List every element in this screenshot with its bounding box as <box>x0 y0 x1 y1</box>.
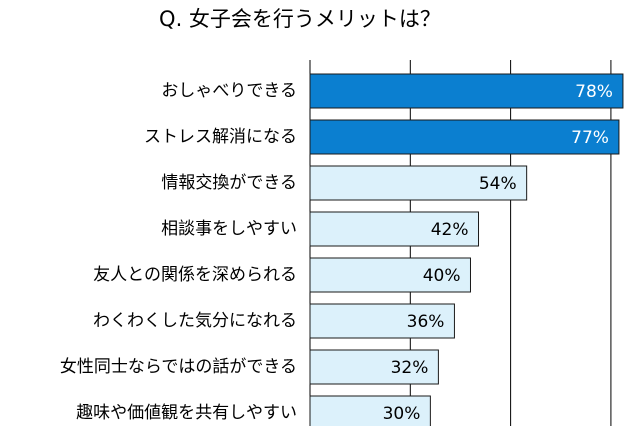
y-tick-label: ストレス解消になる <box>144 127 297 147</box>
bar <box>309 257 471 293</box>
bar <box>309 165 528 201</box>
bar <box>309 119 620 155</box>
y-tick-label: 女性同士ならではの話ができる <box>60 357 297 377</box>
bar <box>309 395 431 426</box>
value-label: 32% <box>391 358 429 378</box>
y-tick-label: 相談事をしやすい <box>161 219 297 239</box>
value-label: 54% <box>479 174 517 194</box>
y-tick-label: おしゃべりできる <box>161 81 297 101</box>
value-label: 30% <box>383 404 421 424</box>
chart-title: Q. 女子会を行うメリットは？ <box>159 7 441 31</box>
value-label: 40% <box>423 266 461 286</box>
value-label: 77% <box>571 128 609 148</box>
bar <box>309 349 439 385</box>
bar <box>309 303 455 339</box>
y-tick-label: 趣味や価値観を共有しやすい <box>76 403 297 423</box>
y-tick-label: わくわくした気分になれる <box>93 311 297 331</box>
y-tick-label: 友人との関係を深められる <box>93 265 297 285</box>
value-label: 78% <box>575 82 613 102</box>
bar <box>309 73 624 109</box>
value-label: 36% <box>407 312 445 332</box>
y-tick-label: 情報交換ができる <box>161 173 297 193</box>
bar <box>309 211 480 247</box>
value-label: 42% <box>431 220 469 240</box>
